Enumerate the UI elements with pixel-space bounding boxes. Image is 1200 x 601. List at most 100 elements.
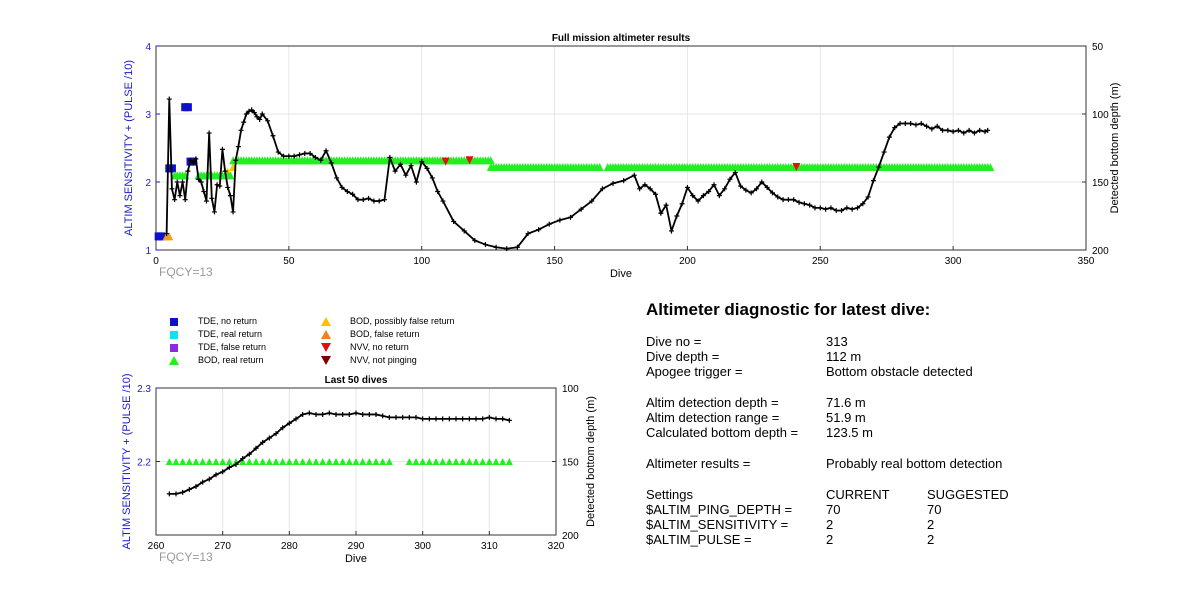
- data-point: [955, 127, 961, 133]
- data-point: [254, 114, 260, 120]
- data-point: [344, 189, 350, 195]
- data-point: [246, 451, 252, 457]
- data-point: [209, 195, 215, 201]
- diagnostic-apogee-label: Apogee trigger =: [646, 364, 743, 379]
- data-point: [971, 130, 977, 136]
- data-point: [486, 156, 495, 165]
- data-point: [738, 183, 744, 189]
- x-tick-label: 250: [812, 256, 829, 267]
- data-point: [183, 103, 192, 112]
- x-tick-label: 150: [546, 256, 563, 267]
- data-point: [334, 175, 340, 181]
- data-point: [280, 425, 286, 431]
- series: [166, 410, 512, 497]
- data-point: [711, 182, 717, 188]
- chart-2: 260 270 280 290 300 310 320 2.2 2.3 100 150 200 Last…: [121, 374, 597, 565]
- data-point: [172, 197, 178, 203]
- data-point: [706, 189, 712, 195]
- diagnostic-ping-depth-label: $ALTIM_PING_DEPTH =: [646, 502, 793, 517]
- legend: TDE, no return TDE, real return TDE, false…: [160, 316, 480, 368]
- data-point: [486, 414, 492, 420]
- y2-tick-label: 50: [1092, 42, 1104, 53]
- chart-title: Last 50 dives: [325, 375, 388, 386]
- data-point: [785, 197, 791, 203]
- data-point: [397, 161, 403, 167]
- data-point: [663, 202, 669, 208]
- data-point: [892, 125, 898, 131]
- data-point: [637, 186, 643, 192]
- data-point: [500, 416, 506, 422]
- data-point: [929, 126, 935, 132]
- data-point: [432, 458, 440, 465]
- data-point: [345, 458, 353, 465]
- y2-tick-label: 200: [1092, 246, 1109, 257]
- data-point: [918, 121, 924, 127]
- y-tick-label: 2.3: [137, 384, 151, 395]
- data-point: [281, 153, 287, 159]
- data-point: [376, 198, 382, 204]
- data-point: [292, 458, 300, 465]
- series: [154, 103, 198, 241]
- data-point: [440, 416, 446, 422]
- data-point: [769, 190, 775, 196]
- data-point: [373, 411, 379, 417]
- data-point: [482, 242, 488, 248]
- y-axis-label: ALTIM SENSITIVITY + (PULSE /10): [121, 374, 133, 550]
- data-point: [320, 411, 326, 417]
- data-point: [372, 458, 380, 465]
- data-point: [865, 194, 871, 200]
- data-point: [424, 165, 430, 171]
- data-point: [192, 458, 200, 465]
- y-tick-label: 2: [145, 178, 151, 189]
- data-point: [700, 193, 706, 199]
- data-point: [220, 469, 226, 475]
- data-point: [392, 168, 398, 174]
- data-point: [506, 417, 512, 423]
- data-point: [227, 193, 233, 199]
- data-point: [801, 201, 807, 207]
- y-tick-label: 3: [145, 110, 151, 121]
- data-point: [446, 416, 452, 422]
- data-point: [285, 458, 293, 465]
- chart-1: 0 50 100 150 200 250 300 350 1 2 3 4 50 100 150 200 Full…: [123, 33, 1121, 280]
- data-point: [982, 129, 988, 135]
- data-point: [296, 152, 302, 158]
- diagnostic-sensitivity-suggested: 2: [927, 517, 935, 532]
- data-point: [876, 164, 882, 170]
- y2-tick-label: 150: [1092, 178, 1109, 189]
- data-point: [366, 411, 372, 417]
- data-point: [412, 458, 420, 465]
- data-point: [460, 416, 466, 422]
- diagnostic-sensitivity-label: $ALTIM_SENSITIVITY =: [646, 517, 789, 532]
- data-point: [466, 416, 472, 422]
- data-point: [326, 410, 332, 416]
- legend-label: TDE, real return: [198, 329, 263, 339]
- data-point: [273, 431, 279, 437]
- data-point: [807, 202, 813, 208]
- legend-marker-shape: [170, 331, 178, 339]
- data-point: [690, 193, 696, 199]
- data-point: [386, 414, 392, 420]
- data-point: [451, 218, 457, 224]
- data-point: [219, 458, 227, 465]
- data-point: [908, 121, 914, 127]
- x-tick-label: 50: [283, 256, 295, 267]
- data-point: [479, 458, 487, 465]
- series: [170, 156, 995, 180]
- diagnostic-det-depth: 71.6 m: [826, 395, 866, 410]
- data-point: [679, 201, 685, 207]
- data-point: [849, 206, 855, 212]
- diagnostic-dive-depth: 112 m: [826, 349, 862, 364]
- x-tick-label: 260: [148, 541, 165, 552]
- data-point: [716, 193, 722, 199]
- data-point: [355, 197, 361, 203]
- data-point: [312, 155, 318, 161]
- data-point: [206, 476, 212, 482]
- diagnostic-calc-depth: 123.5 m: [826, 425, 873, 440]
- data-point: [977, 127, 983, 133]
- diagnostic-det-range: 51.9 m: [826, 410, 866, 425]
- data-point: [300, 411, 306, 417]
- data-point: [260, 439, 266, 445]
- data-point: [536, 227, 542, 233]
- data-point: [332, 458, 340, 465]
